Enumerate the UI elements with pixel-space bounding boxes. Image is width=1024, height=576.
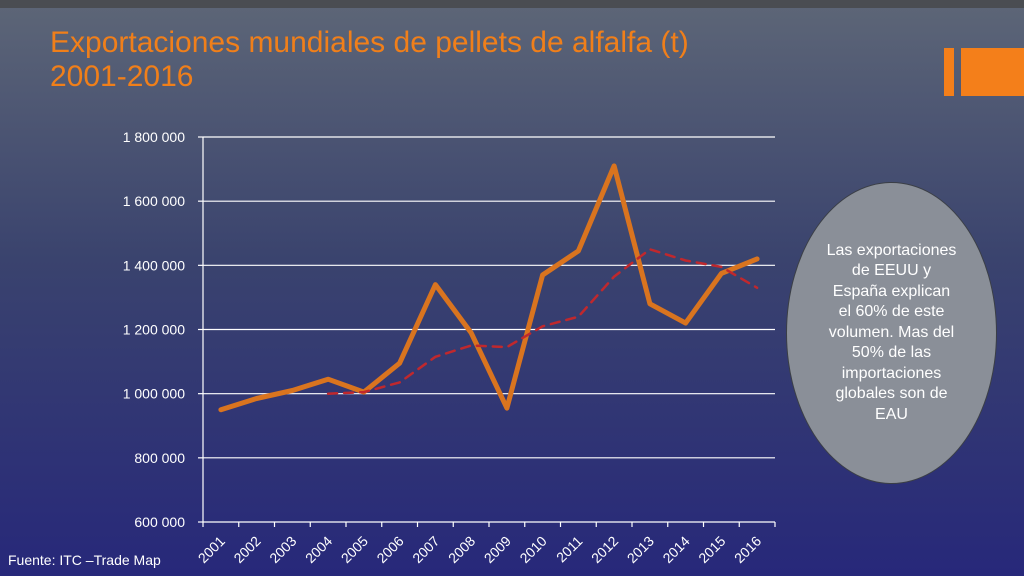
x-tick-label: 2005 xyxy=(338,533,371,566)
y-tick-label: 1 400 000 xyxy=(123,257,185,273)
x-tick-label: 2007 xyxy=(409,533,442,566)
top-bar xyxy=(0,0,1024,8)
accent-bar-wide xyxy=(961,48,1024,96)
x-tick-label: 2010 xyxy=(516,533,549,566)
y-tick-label: 1 200 000 xyxy=(123,322,185,338)
y-tick-label: 800 000 xyxy=(134,450,185,466)
x-tick-label: 2002 xyxy=(230,533,263,566)
x-tick-label: 2014 xyxy=(659,533,692,566)
source-label: Fuente: ITC –Trade Map xyxy=(8,552,161,568)
x-tick-label: 2015 xyxy=(695,533,728,566)
slide-title: Exportaciones mundiales de pellets de al… xyxy=(50,26,689,94)
x-tick-label: 2001 xyxy=(195,533,228,566)
x-tick-label: 2008 xyxy=(445,533,478,566)
x-tick-label: 2003 xyxy=(266,533,299,566)
export-series-line xyxy=(218,163,760,413)
x-tick-label: 2011 xyxy=(553,533,586,566)
y-tick-label: 600 000 xyxy=(134,514,185,530)
x-tick-label: 2006 xyxy=(373,533,406,566)
x-tick-label: 2009 xyxy=(481,533,514,566)
title-line-1: Exportaciones mundiales de pellets de al… xyxy=(50,26,689,59)
x-tick-label: 2004 xyxy=(302,533,335,566)
x-tick-label: 2013 xyxy=(624,533,657,566)
accent-bar-thin xyxy=(944,48,954,96)
chart-series xyxy=(218,163,760,413)
title-line-2: 2001-2016 xyxy=(50,60,194,93)
x-axis-ticks: 2001 2002 2003 2004 2005 2006 2007 2008 2009 2010… xyxy=(195,533,765,566)
y-tick-label: 1 800 000 xyxy=(123,129,185,145)
trend-series-line xyxy=(326,248,759,395)
x-tick-label: 2016 xyxy=(731,533,764,566)
note-callout: Las exportaciones de EEUU y España expli… xyxy=(786,182,997,484)
chart-grid xyxy=(198,136,776,527)
y-axis-ticks: 600 000 800 000 1 000 000 1 200 000 1 400 00… xyxy=(123,129,186,530)
y-tick-label: 1 600 000 xyxy=(123,193,185,209)
note-text: Las exportaciones de EEUU y España expli… xyxy=(826,241,957,423)
y-tick-label: 1 000 000 xyxy=(123,386,185,402)
x-tick-label: 2012 xyxy=(588,533,621,566)
